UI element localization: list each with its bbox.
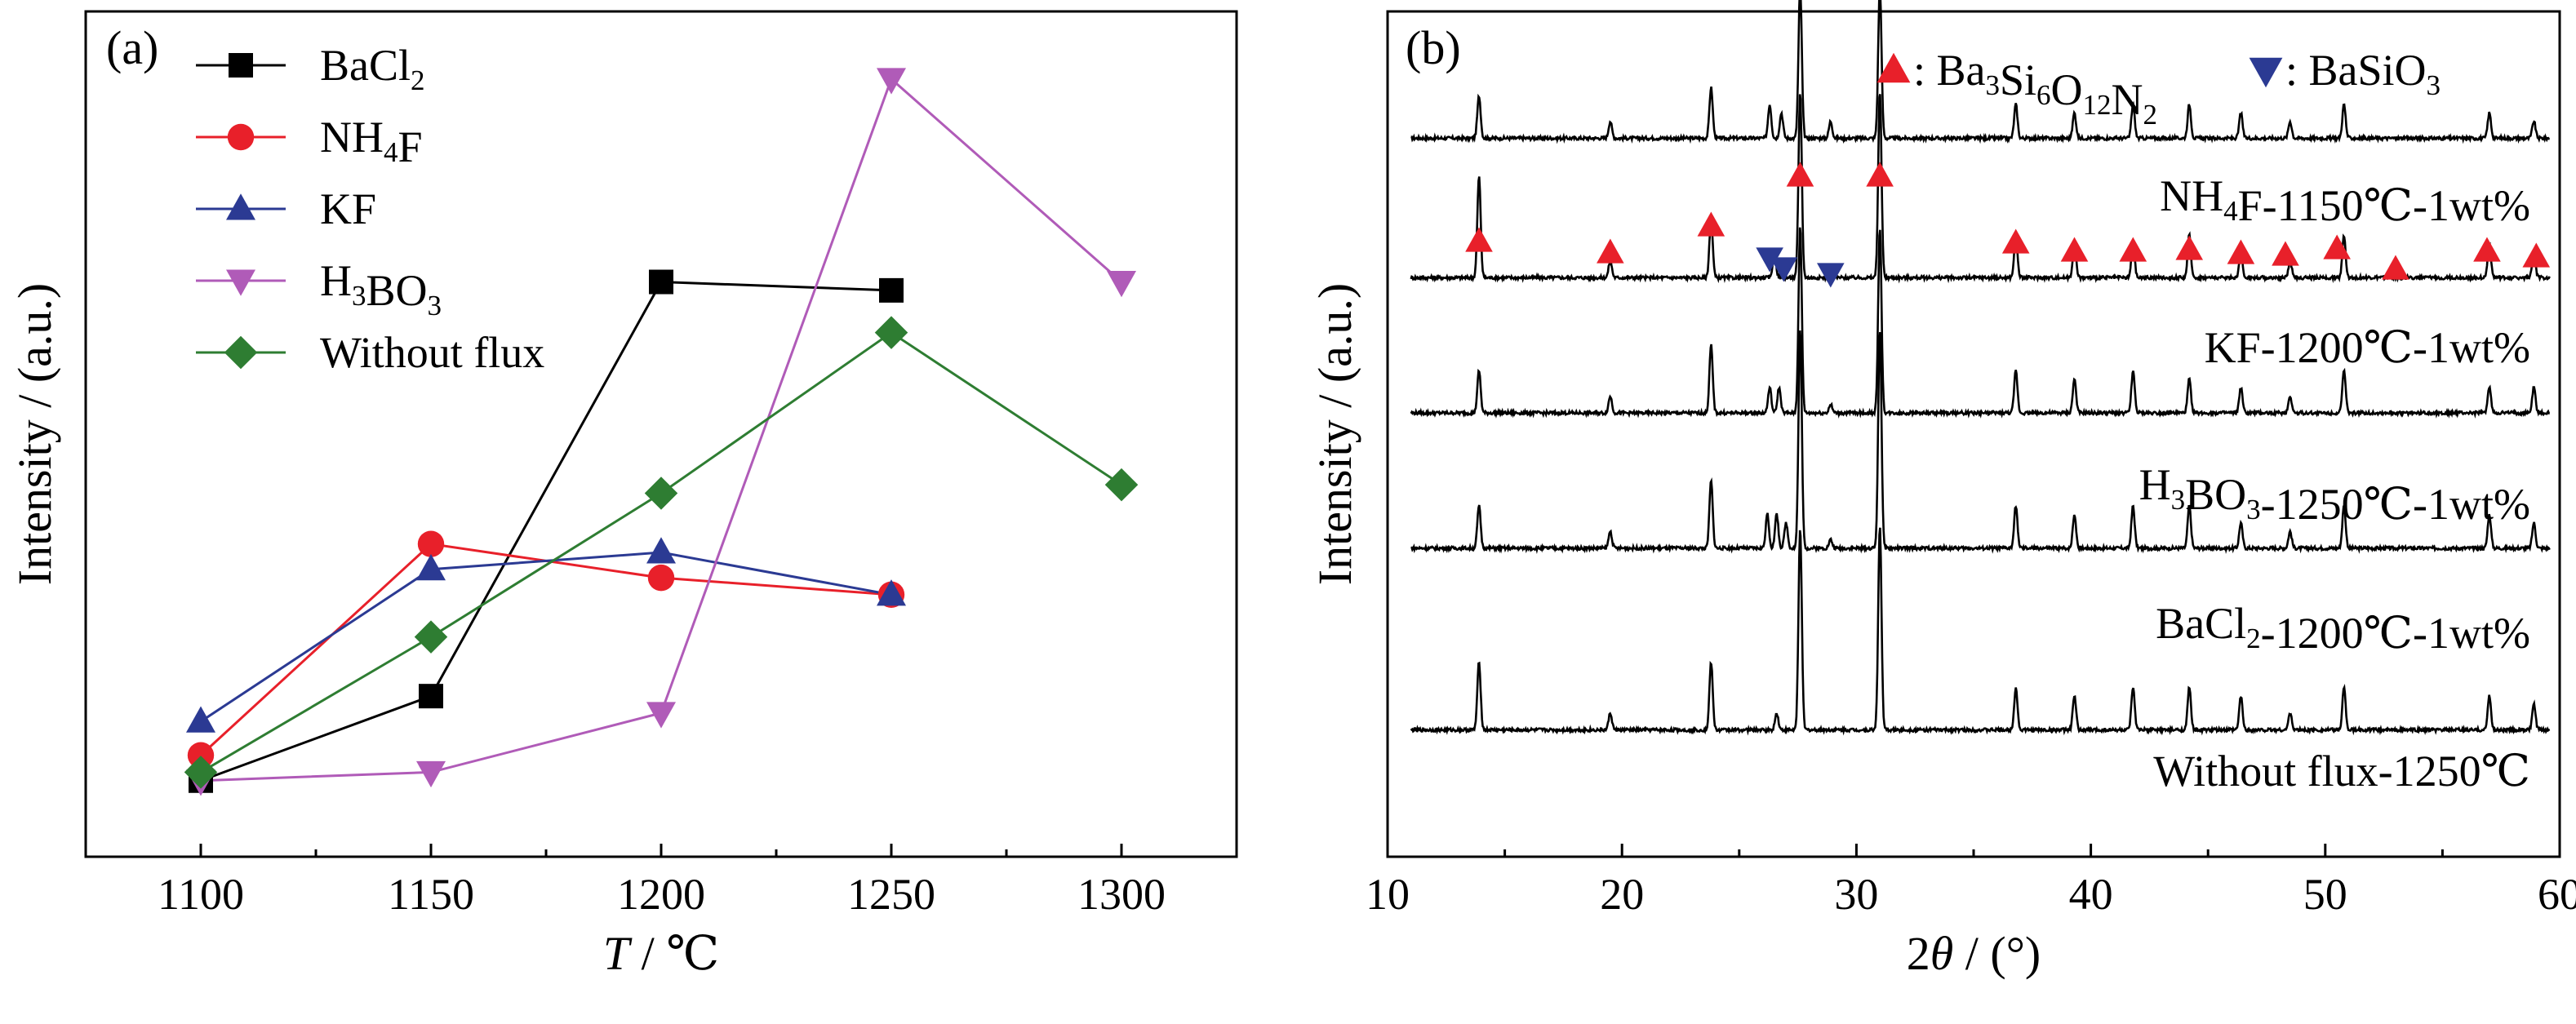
panel-b-xrd-pattern [1410, 227, 2551, 419]
panel-a-legend-label: Without flux [320, 328, 544, 377]
panel-b-ba3si6o12n2-marker [2382, 255, 2409, 280]
panel-a: (a) Intensity / (a.u.) 1100 1150 1200 1250 1… [8, 10, 1238, 980]
panel-b-ba3si6o12n2-marker [2060, 237, 2089, 262]
panel-a-legend-label: H3BO3 [320, 256, 442, 321]
panel-b-x-tick-label: 20 [1600, 870, 1644, 919]
panel-b-legend-label: : Ba3Si6O12N2 [1913, 46, 2157, 131]
panel-a-x-tick-label: 1200 [617, 870, 705, 919]
panel-a-data-point [877, 68, 906, 95]
panel-b-xlabel: 2θ / (°) [1907, 927, 2041, 980]
panel-a-data-point [874, 316, 908, 349]
panel-b-pattern-label: NH4F-1150℃-1wt% [2160, 171, 2530, 230]
panel-a-label: (a) [106, 21, 158, 74]
panel-a-data-point [184, 756, 218, 789]
panel-a-x-tick-label: 1150 [388, 870, 474, 919]
panel-a-data-point [414, 620, 448, 654]
panel-b-basio3-marker [1756, 247, 1783, 273]
panel-b-pattern-label: BaCl2-1200℃-1wt% [2156, 599, 2530, 658]
panel-a-x-tick-label: 1300 [1077, 870, 1166, 919]
panel-b-basio3-marker [1817, 263, 1845, 288]
panel-a-legend-marker [226, 193, 255, 220]
panel-a-x-tick-label: 1100 [158, 870, 244, 919]
panel-b-x-tick-label: 10 [1366, 870, 1410, 919]
panel-b-ba3si6o12n2-marker [2323, 234, 2351, 259]
panel-a-data-point [417, 530, 445, 557]
panel-b-ba3si6o12n2-marker [2001, 228, 2030, 254]
panel-b-xrd-pattern [1410, 330, 2551, 555]
panel-a-series-line [200, 280, 892, 782]
panel-b-x-tick-label: 60 [2538, 870, 2576, 919]
panel-b-x-tick-label: 50 [2303, 870, 2347, 919]
panel-a-legend-marker [227, 123, 255, 151]
panel-b-pattern-label: KF-1200℃-1wt% [2205, 323, 2530, 372]
panel-a-legend: BaCl2 NH4F KF H3BO3 Without flux [196, 41, 544, 377]
panel-b-x-ticks: 10 20 30 40 50 60 [1366, 844, 2576, 919]
panel-a-data-point [644, 477, 678, 510]
panel-b-ylabel: Intensity / (a.u.) [1308, 283, 1361, 585]
panel-b-legend: : Ba3Si6O12N2 : BaSiO3 [1876, 46, 2441, 131]
panel-b-ba3si6o12n2-marker [1866, 162, 1894, 187]
panel-b-ba3si6o12n2-marker [2175, 235, 2204, 260]
panel-a-x-ticks: 1100 1150 1200 1250 1300 [84, 844, 1238, 919]
panel-b: (b) Intensity / (a.u.) 10 20 30 40 50 60 NH4F… [1308, 0, 2576, 980]
panel-a-legend-marker [224, 335, 258, 370]
panel-b-series: NH4F-1150℃-1wt% KF-1200℃-1wt% H3BO3-1250℃-… [1410, 0, 2551, 796]
panel-a-data-point [419, 684, 443, 709]
panel-b-x-tick-label: 30 [1834, 870, 1878, 919]
panel-b-ba3si6o12n2-marker [2522, 242, 2551, 268]
panel-a-data-point [879, 277, 904, 303]
panel-b-ba3si6o12n2-marker [2272, 241, 2299, 266]
panel-b-ba3si6o12n2-marker [1786, 162, 1814, 187]
panel-a-data-point [646, 702, 676, 729]
panel-a-data-point [646, 537, 676, 564]
panel-a-data-point [187, 742, 215, 769]
panel-a-data-point [649, 269, 673, 295]
panel-b-legend-marker [2249, 57, 2283, 88]
panel-a-legend-label: BaCl2 [320, 41, 425, 96]
panel-a-data-point [647, 564, 675, 592]
panel-b-pattern-label: Without flux-1250℃ [2153, 747, 2530, 796]
panel-a-xlabel: T / ℃ [603, 927, 719, 980]
panel-b-x-tick-label: 40 [2069, 870, 2113, 919]
panel-a-legend-marker [229, 53, 253, 78]
panel-a-x-tick-label: 1250 [847, 870, 935, 919]
panel-b-ba3si6o12n2-marker [1465, 227, 1493, 252]
panel-b-xrd-pattern [1410, 0, 2550, 144]
panel-a-data-point [877, 579, 906, 606]
panel-a-data-point [1107, 271, 1136, 298]
panel-a-data-point [416, 554, 446, 581]
panel-b-legend-marker [1876, 52, 1911, 83]
panel-a-ylabel: Intensity / (a.u.) [8, 283, 61, 585]
panel-b-label: (b) [1406, 21, 1461, 74]
panel-b-pattern-label: H3BO3-1250℃-1wt% [2139, 460, 2530, 529]
panel-b-ba3si6o12n2-marker [2227, 239, 2255, 264]
panel-a-data-point [186, 706, 215, 733]
panel-b-ba3si6o12n2-marker [2473, 237, 2501, 262]
panel-a-legend-marker [226, 269, 255, 296]
panel-b-basio3-marker [1770, 257, 1798, 282]
panel-b-ba3si6o12n2-marker [2119, 237, 2147, 262]
panel-a-series [184, 68, 1139, 796]
panel-b-xrd-pattern [1410, 527, 2551, 736]
panel-b-phase-markers [1465, 162, 2551, 288]
panel-b-ba3si6o12n2-marker [1597, 238, 1624, 264]
panel-a-series-line [200, 551, 892, 723]
panel-a-data-point [416, 760, 446, 788]
panel-a-legend-label: KF [320, 184, 376, 233]
panel-b-ba3si6o12n2-marker [1697, 211, 1725, 237]
panel-b-xrd-pattern [1410, 94, 2551, 284]
panel-a-legend-label: NH4F [320, 113, 423, 171]
panel-b-legend-label: : BaSiO3 [2285, 46, 2441, 101]
panel-a-data-point [1104, 468, 1139, 502]
